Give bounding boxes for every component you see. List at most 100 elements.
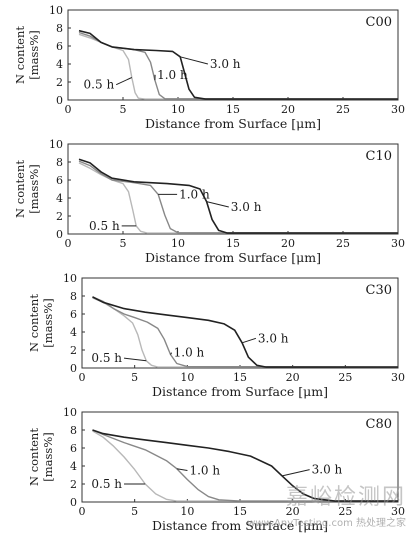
curve-label: 3.0 h [312, 463, 343, 477]
y-tick-label: 4 [70, 460, 77, 473]
x-tick-label: 10 [180, 505, 194, 518]
y-tick-label: 10 [63, 272, 77, 285]
x-axis-label: Distance from Surface [μm] [145, 116, 321, 131]
y-axis-label: N content [13, 26, 27, 84]
x-tick-label: 5 [120, 237, 127, 250]
series-line-30h [78, 158, 398, 234]
series-line-05h [78, 162, 398, 234]
x-tick-label: 10 [171, 237, 185, 250]
y-tick-label: 0 [56, 94, 63, 107]
series-line-30h [92, 429, 398, 502]
curve-leader-line [115, 77, 133, 86]
y-tick-label: 0 [70, 362, 77, 375]
y-tick-label: 10 [49, 138, 63, 151]
curve-leader-line [241, 337, 257, 344]
x-tick-label: 15 [226, 103, 240, 116]
y-tick-label: 8 [56, 156, 63, 169]
y-axis-label: N content [13, 160, 27, 218]
curve-leader-line [180, 56, 209, 65]
x-tick-label: 25 [336, 103, 350, 116]
x-tick-label: 0 [65, 237, 72, 250]
curve-leader-line [206, 201, 229, 208]
y-tick-label: 6 [56, 40, 63, 53]
y-tick-label: 10 [63, 406, 77, 419]
x-axis-label: Distance from Surface [μm] [152, 384, 328, 399]
y-tick-label: 2 [56, 76, 63, 89]
x-axis-label: Distance from Surface [μm] [145, 250, 321, 265]
curve-label: 0.5 h [91, 477, 122, 491]
watermark-sub-text: www.AnyTesting.com 热处理之家 [247, 518, 406, 529]
x-tick-label: 15 [226, 237, 240, 250]
curve-label: 0.5 h [91, 351, 122, 365]
plot-frame [81, 277, 399, 369]
chart-panel-c30: 0 2 4 6 8 10 0 5 10 15 20 25 30 Distance from Surface… [27, 272, 405, 399]
y-tick-label: 2 [70, 344, 77, 357]
curve-leader-line [123, 357, 147, 362]
y-axis-unit-label: [mass%] [27, 164, 41, 213]
x-tick-label: 30 [391, 237, 405, 250]
y-tick-label: 4 [70, 326, 77, 339]
series-line-30h [78, 29, 398, 100]
chart-panel-c10: 0 2 4 6 8 10 0 5 10 15 20 25 30 Distance from Surface… [13, 138, 405, 265]
x-tick-label: 25 [338, 505, 352, 518]
y-axis-unit-label: [mass%] [41, 432, 55, 481]
y-axis-unit-label: [mass%] [41, 298, 55, 347]
y-tick-label: 2 [70, 478, 77, 491]
x-tick-label: 20 [281, 237, 295, 250]
x-tick-label: 5 [120, 103, 127, 116]
y-tick-label: 4 [56, 192, 63, 205]
series-line-10h [92, 429, 398, 502]
curve-label: 1.0 h [189, 464, 220, 478]
panel-title: C10 [366, 149, 393, 164]
series-line-10h [92, 296, 399, 368]
curve-label: 1.0 h [157, 68, 188, 82]
curve-label: 1.0 h [174, 346, 205, 360]
x-tick-label: 30 [391, 371, 405, 384]
panel-title: C80 [366, 417, 393, 432]
series-line-05h [92, 297, 398, 368]
y-tick-label: 8 [70, 424, 77, 437]
y-tick-label: 8 [70, 290, 77, 303]
curve-label: 0.5 h [84, 78, 115, 92]
curve-label: 0.5 h [89, 219, 120, 233]
y-tick-label: 6 [70, 308, 77, 321]
chart-panel-c80: 0 2 4 6 8 10 0 5 10 15 20 25 30 Distance from Surface… [27, 406, 405, 533]
panel-title: C00 [366, 15, 393, 30]
panel-title: C30 [366, 283, 393, 298]
y-axis-label: N content [27, 294, 41, 352]
watermark-logo-text: 嘉峪检测网 [285, 485, 406, 510]
x-tick-label: 10 [171, 103, 185, 116]
y-axis-unit-label: [mass%] [27, 30, 41, 79]
x-tick-label: 30 [391, 103, 405, 116]
x-tick-label: 5 [131, 371, 138, 384]
y-tick-label: 10 [49, 4, 63, 17]
x-tick-label: 10 [180, 371, 194, 384]
series-line-30h [92, 296, 398, 368]
curve-leader-line [170, 352, 173, 355]
x-tick-label: 15 [233, 505, 247, 518]
y-tick-label: 6 [70, 442, 77, 455]
x-tick-label: 25 [336, 237, 350, 250]
x-tick-label: 20 [281, 103, 295, 116]
x-tick-label: 20 [286, 505, 300, 518]
x-tick-label: 0 [65, 103, 72, 116]
y-tick-label: 4 [56, 58, 63, 71]
y-tick-label: 8 [56, 22, 63, 35]
y-tick-label: 6 [56, 174, 63, 187]
curve-leader-line [176, 468, 188, 471]
x-tick-label: 5 [131, 505, 138, 518]
series-line-10h [78, 160, 399, 234]
curve-leader-line [282, 469, 310, 477]
curve-label: 1.0 h [179, 187, 210, 201]
x-axis-label: Distance from Surface [μm] [152, 518, 328, 533]
x-tick-label: 0 [79, 505, 86, 518]
y-tick-label: 2 [56, 210, 63, 223]
x-tick-label: 15 [233, 371, 247, 384]
x-tick-label: 20 [286, 371, 300, 384]
chart-panel-c00: 0 2 4 6 8 10 0 5 10 15 20 25 30 Distance from Surface… [13, 4, 405, 131]
x-tick-label: 25 [338, 371, 352, 384]
y-axis-label: N content [27, 428, 41, 486]
y-tick-label: 0 [56, 228, 63, 241]
x-tick-label: 0 [79, 371, 86, 384]
